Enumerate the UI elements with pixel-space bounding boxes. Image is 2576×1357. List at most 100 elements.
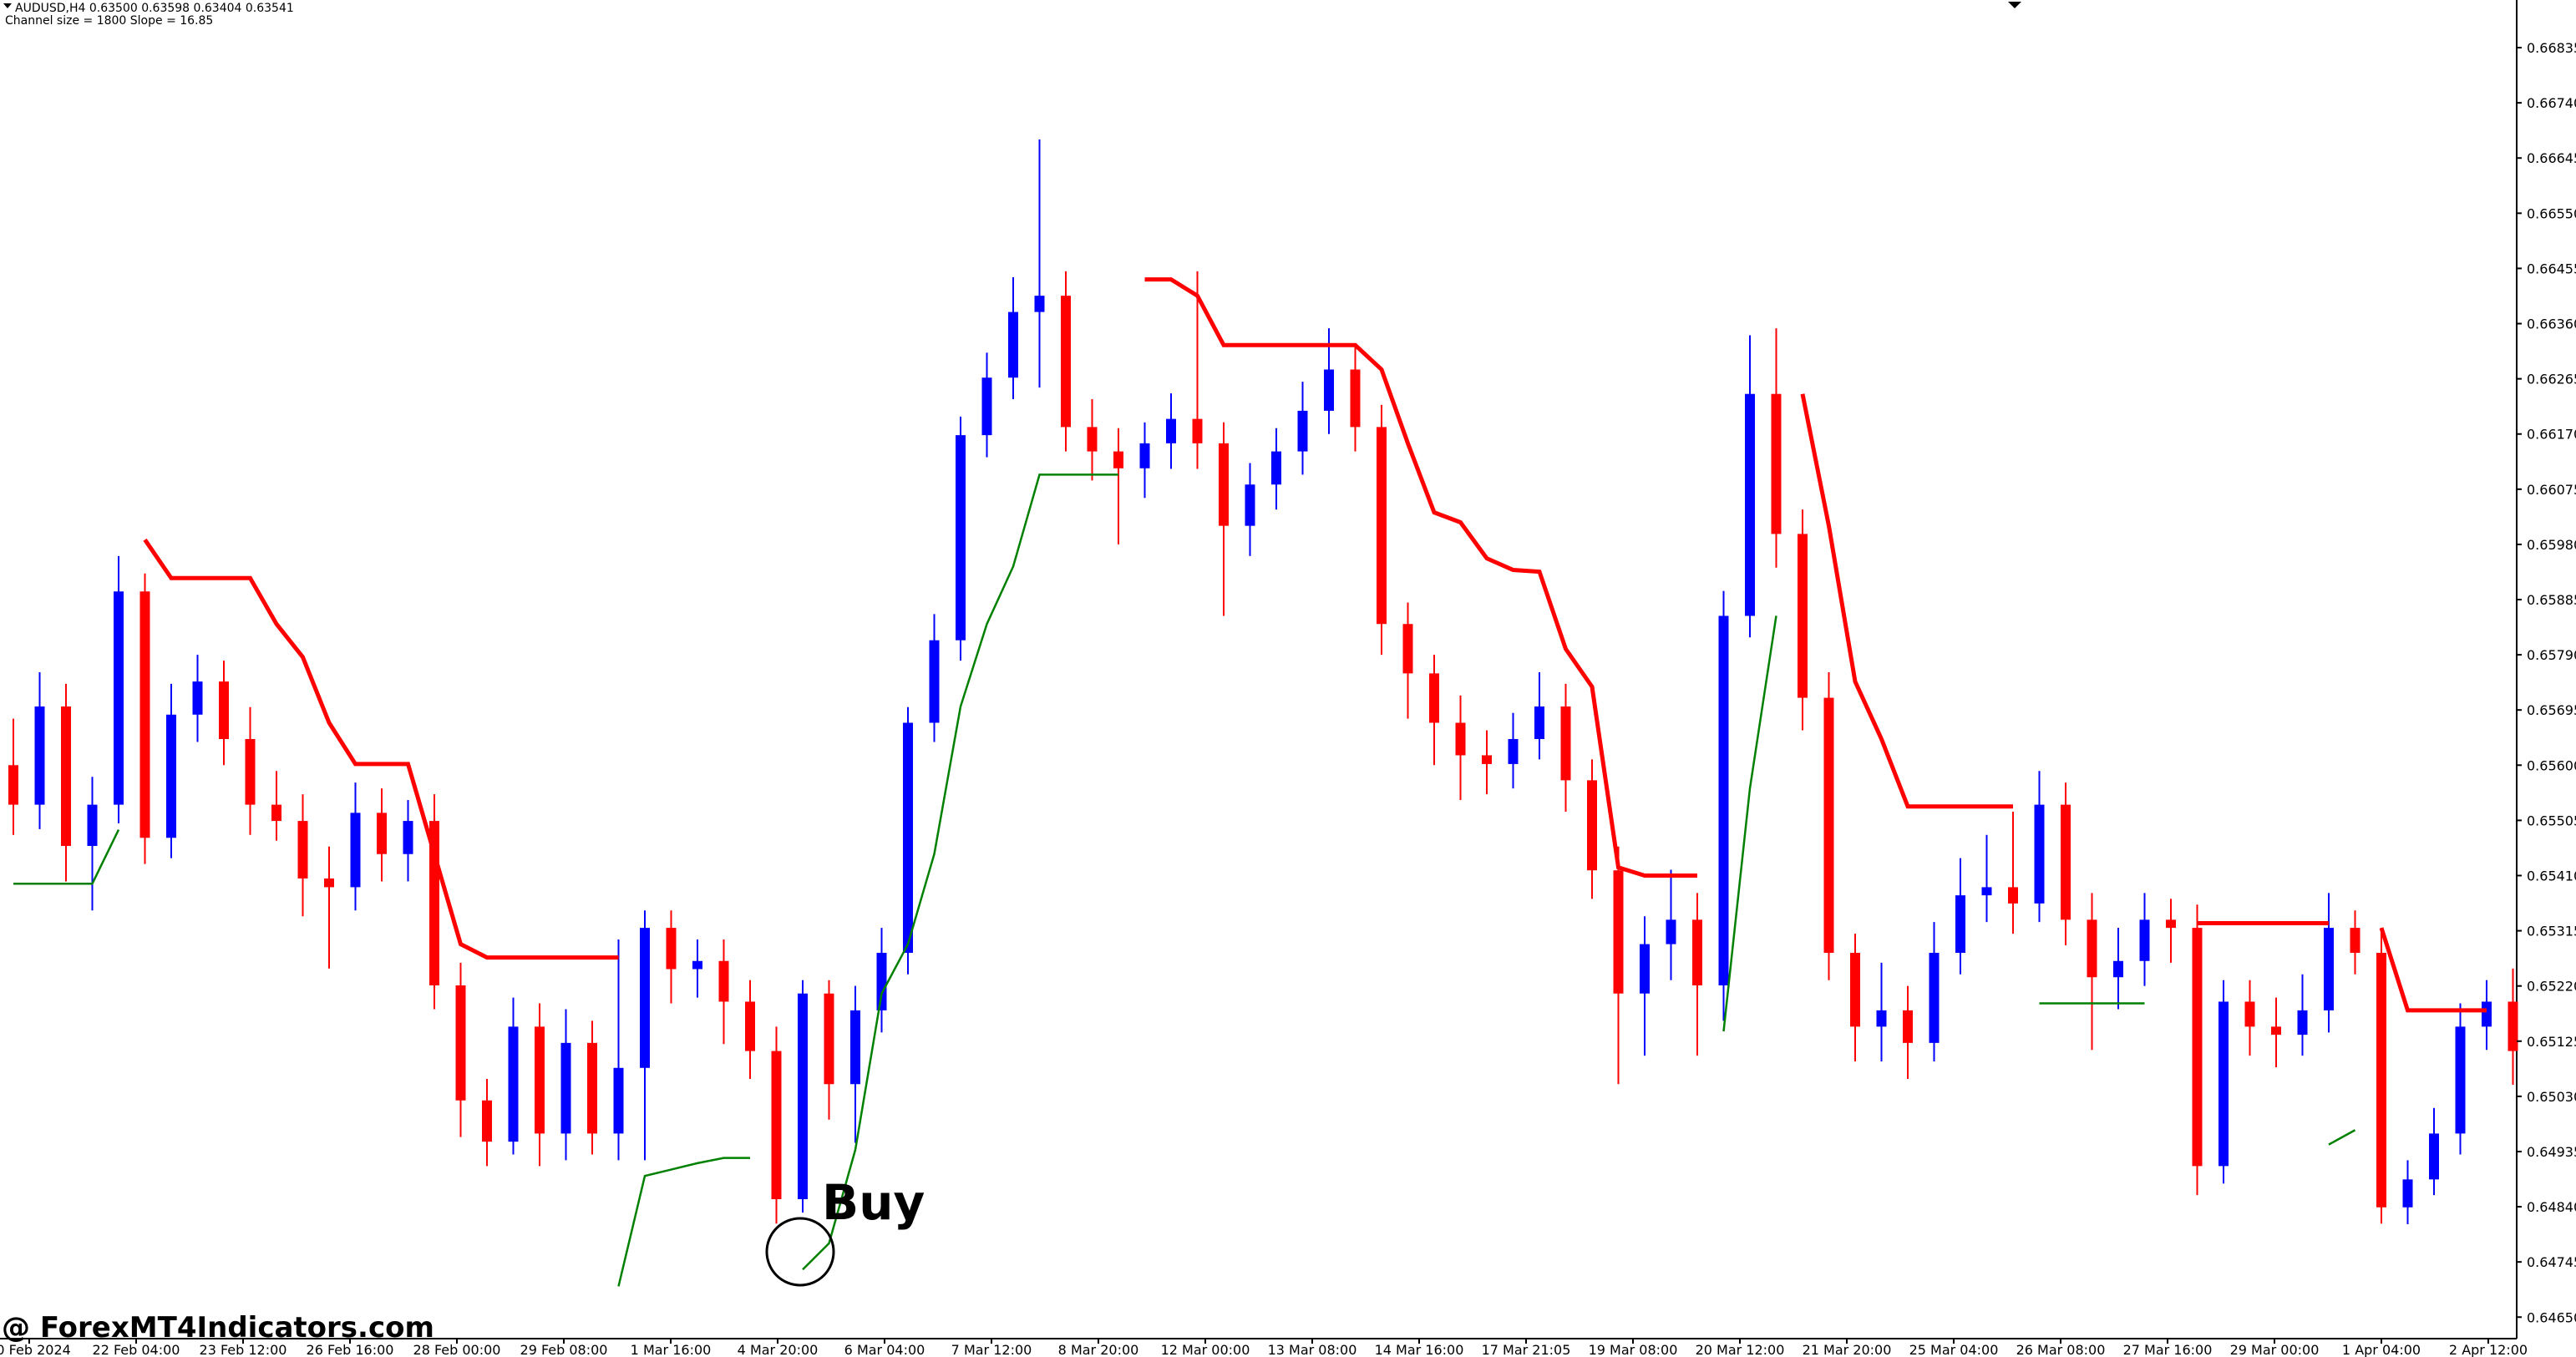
candle-body [1402,624,1413,674]
candle-body [876,953,887,1010]
candle-body [87,804,98,847]
candle-body [2271,1026,2281,1035]
candle-body [245,738,256,805]
candle-body [1692,919,1702,985]
menu-arrow[interactable] [3,3,12,8]
candle-body [297,821,308,879]
x-tick-label: 19 Mar 08:00 [1589,1342,1678,1357]
candle-body [771,1051,782,1200]
candle-body [2113,960,2123,978]
y-tick-label: 0.65885 [2527,592,2576,608]
y-tick-label: 0.66455 [2527,261,2576,276]
candle-body [1271,451,1281,485]
x-tick-label: 2 Apr 12:00 [2449,1342,2528,1357]
candle-body [1929,953,1940,1043]
candle-body [1613,870,1624,994]
candle-body [271,804,281,822]
candle-body [613,1067,624,1134]
y-tick-label: 0.66835 [2527,40,2576,56]
x-tick-label: 29 Feb 08:00 [520,1342,608,1357]
candle-body [1350,369,1361,428]
candle-body [1297,410,1308,452]
candle-body [560,1042,571,1134]
candle-body [403,821,413,854]
candle-body [2402,1179,2413,1208]
candle-body [2061,804,2071,920]
candle-body [2139,919,2150,961]
candle-body [824,993,834,1085]
x-tick-label: 26 Mar 08:00 [2016,1342,2106,1357]
candle-body [1324,369,1334,411]
candle-body [166,714,176,838]
candle-body [1534,706,1544,739]
candle-body [1560,706,1571,781]
candle-body [1219,443,1229,526]
candle-body [2166,919,2176,929]
channel-line [143,277,2487,1013]
candle-body [2008,887,2018,904]
candle-body [2429,1133,2439,1180]
x-tick-label: 7 Mar 12:00 [951,1342,1032,1357]
candle-body [1245,484,1255,526]
candle-body [2324,928,2334,1010]
candle-body [903,722,913,954]
candle-body [1192,418,1203,443]
candle-body [666,928,677,970]
candle-body [1850,953,1860,1027]
candle-body [2087,919,2097,978]
candle-body [1061,296,1071,428]
candle-body [981,377,992,436]
candle-body [1377,427,1387,625]
y-tick-label: 0.65315 [2527,924,2576,939]
candle-body [377,813,387,854]
x-tick-label: 21 Mar 20:00 [1803,1342,1892,1357]
x-tick-label: 1 Apr 04:00 [2342,1342,2421,1357]
candle-body [1771,393,1782,534]
x-tick-label: 8 Mar 20:00 [1058,1342,1139,1357]
x-tick-label: 27 Mar 16:00 [2123,1342,2213,1357]
candle-body [2482,1001,2492,1027]
candle-body [1008,311,1018,378]
candle-body [1876,1010,1887,1027]
x-tick-label: 23 Feb 12:00 [200,1342,287,1357]
candle-body [1823,697,1834,954]
candle-body [2219,1001,2229,1167]
y-tick-label: 0.66645 [2527,150,2576,166]
x-tick-label: 20 Mar 12:00 [1696,1342,1785,1357]
candle-body [1640,944,1650,994]
candle-body [8,765,18,805]
y-tick-label: 0.65505 [2527,813,2576,828]
candle-body [1455,722,1466,756]
candle-body [455,985,466,1101]
candle-body [34,706,45,805]
x-tick-label: 26 Feb 16:00 [307,1342,394,1357]
x-tick-label: 17 Mar 21:05 [1482,1342,1571,1357]
candle-body [745,1001,755,1051]
candle-body [1718,615,1729,985]
candle-body [2034,804,2045,904]
y-tick-label: 0.64935 [2527,1144,2576,1160]
x-tick-label: 25 Mar 04:00 [1909,1342,1999,1357]
candle-body [482,1100,492,1142]
x-tick-label: 29 Mar 00:00 [2230,1342,2320,1357]
candle-body [587,1042,597,1134]
x-tick-label: 22 Feb 04:00 [93,1342,180,1357]
candle-body [1955,895,1965,954]
candle-body [692,960,702,970]
candle-body [192,681,203,715]
candle-body [1903,1010,1913,1043]
x-tick-label: 6 Mar 04:00 [844,1342,925,1357]
y-tick-label: 0.64745 [2527,1254,2576,1270]
